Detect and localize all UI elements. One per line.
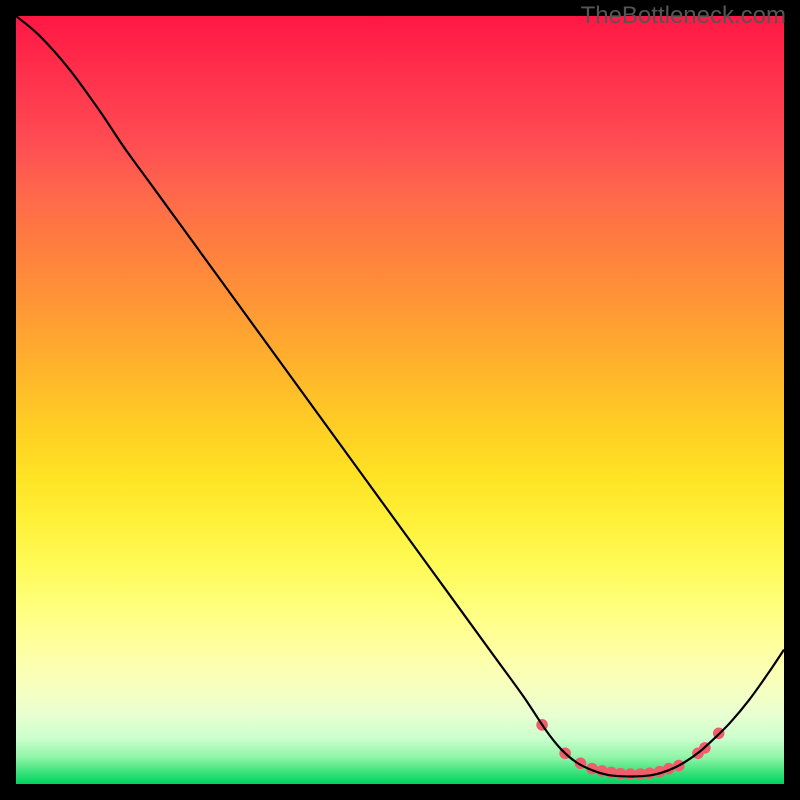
chart-bottleneck-curve: [16, 16, 784, 777]
marker-point: [625, 769, 636, 780]
watermark-text: TheBottleneck.com: [581, 2, 786, 30]
chart-data-markers: [537, 720, 724, 780]
marker-point: [644, 768, 655, 779]
chart-plot-area: [16, 16, 784, 784]
chart-overlay: [16, 16, 784, 784]
